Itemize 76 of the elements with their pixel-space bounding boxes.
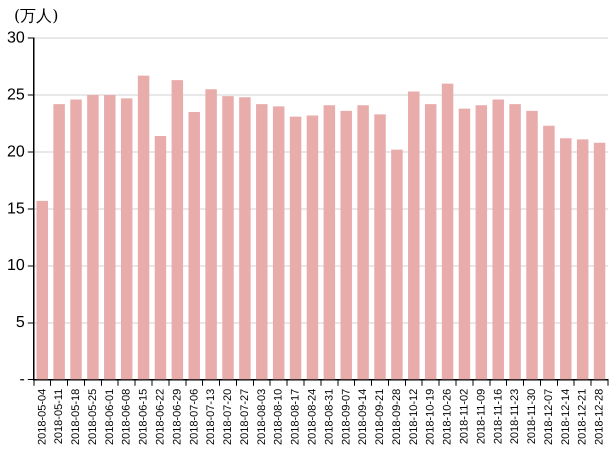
bar [205, 89, 217, 380]
x-tick-label: 2018-08-17 [290, 388, 302, 446]
bar [543, 126, 555, 380]
bar [36, 200, 48, 380]
bar [188, 112, 200, 380]
bar [492, 100, 504, 380]
bar [53, 104, 65, 380]
bar [408, 92, 420, 380]
x-tick-label: 2018-06-01 [104, 388, 116, 446]
bar [306, 115, 318, 380]
y-tick-label: - [19, 371, 25, 388]
x-tick-label: 2018-10-19 [424, 388, 437, 446]
x-tick-label: 2018-12-07 [542, 388, 555, 446]
x-tick-label: 2018-05-18 [70, 388, 82, 446]
x-tick-label: 2018-07-13 [205, 388, 218, 446]
x-tick-label: 2018-06-29 [171, 388, 184, 446]
bar [340, 110, 352, 380]
y-tick-label: 20 [7, 143, 25, 160]
x-tick-label: 2018-10-12 [408, 388, 420, 446]
bar [87, 94, 99, 380]
x-tick-label: 2018-10-26 [442, 388, 454, 446]
bar [374, 114, 386, 380]
x-tick-label: 2018-11-09 [475, 388, 488, 444]
bar [222, 96, 234, 380]
bar [154, 136, 166, 380]
bar [424, 104, 436, 380]
bar [272, 106, 284, 380]
bar [526, 110, 538, 380]
bar [104, 94, 116, 380]
x-tick-label: 2018-11-02 [458, 388, 470, 444]
x-tick-label: 2018-08-10 [272, 388, 285, 446]
x-tick-label: 2018-09-28 [390, 388, 403, 446]
x-tick-label: 2018-07-27 [238, 388, 251, 446]
bar [256, 104, 268, 380]
x-tick-label: 2018-06-15 [138, 388, 150, 446]
x-tick-label: 2018-12-21 [576, 388, 589, 446]
bar [120, 98, 132, 380]
x-tick-label: 2018-09-14 [357, 388, 370, 446]
bar [70, 100, 82, 380]
x-tick-label: 2018-12-28 [594, 388, 606, 446]
bar [594, 142, 606, 380]
y-tick-label: 5 [16, 314, 25, 332]
bar [239, 97, 251, 380]
x-tick-label: 2018-05-04 [36, 388, 48, 446]
x-tick-label: 2018-06-22 [154, 388, 166, 446]
x-tick-label: 2018-07-06 [188, 388, 200, 446]
bar [442, 84, 454, 380]
y-tick-label: 25 [7, 86, 25, 104]
x-tick-label: 2018-12-14 [560, 388, 572, 446]
bar [391, 150, 403, 380]
bar [290, 116, 302, 380]
x-tick-label: 2018-11-23 [509, 388, 522, 444]
x-tick-label: 2018-08-31 [323, 388, 336, 446]
y-tick-label: 15 [7, 200, 25, 218]
x-tick-label: 2018-09-21 [374, 388, 386, 446]
x-tick-label: 2018-08-03 [256, 388, 268, 446]
y-tick-label: 30 [7, 29, 25, 46]
y-tick-label: 10 [7, 257, 25, 274]
x-tick-label: 2018-07-20 [222, 388, 234, 446]
bar [560, 138, 572, 380]
x-tick-label: 2018-06-08 [120, 388, 133, 446]
bar [324, 105, 336, 380]
x-tick-label: 2018-11-16 [492, 388, 504, 444]
x-tick-label: 2018-05-11 [53, 388, 66, 444]
bar [476, 105, 488, 380]
bar [357, 105, 369, 380]
y-axis-title: (万人) [14, 6, 58, 27]
bar [576, 139, 588, 380]
x-tick-label: 2018-08-24 [306, 388, 318, 446]
bar [509, 104, 521, 380]
bar [138, 76, 150, 380]
x-tick-label: 2018-09-07 [340, 388, 352, 446]
x-tick-label: 2018-11-30 [526, 388, 538, 444]
x-tick-label: 2018-05-25 [86, 388, 99, 446]
bar [172, 80, 184, 380]
bar [458, 108, 470, 380]
